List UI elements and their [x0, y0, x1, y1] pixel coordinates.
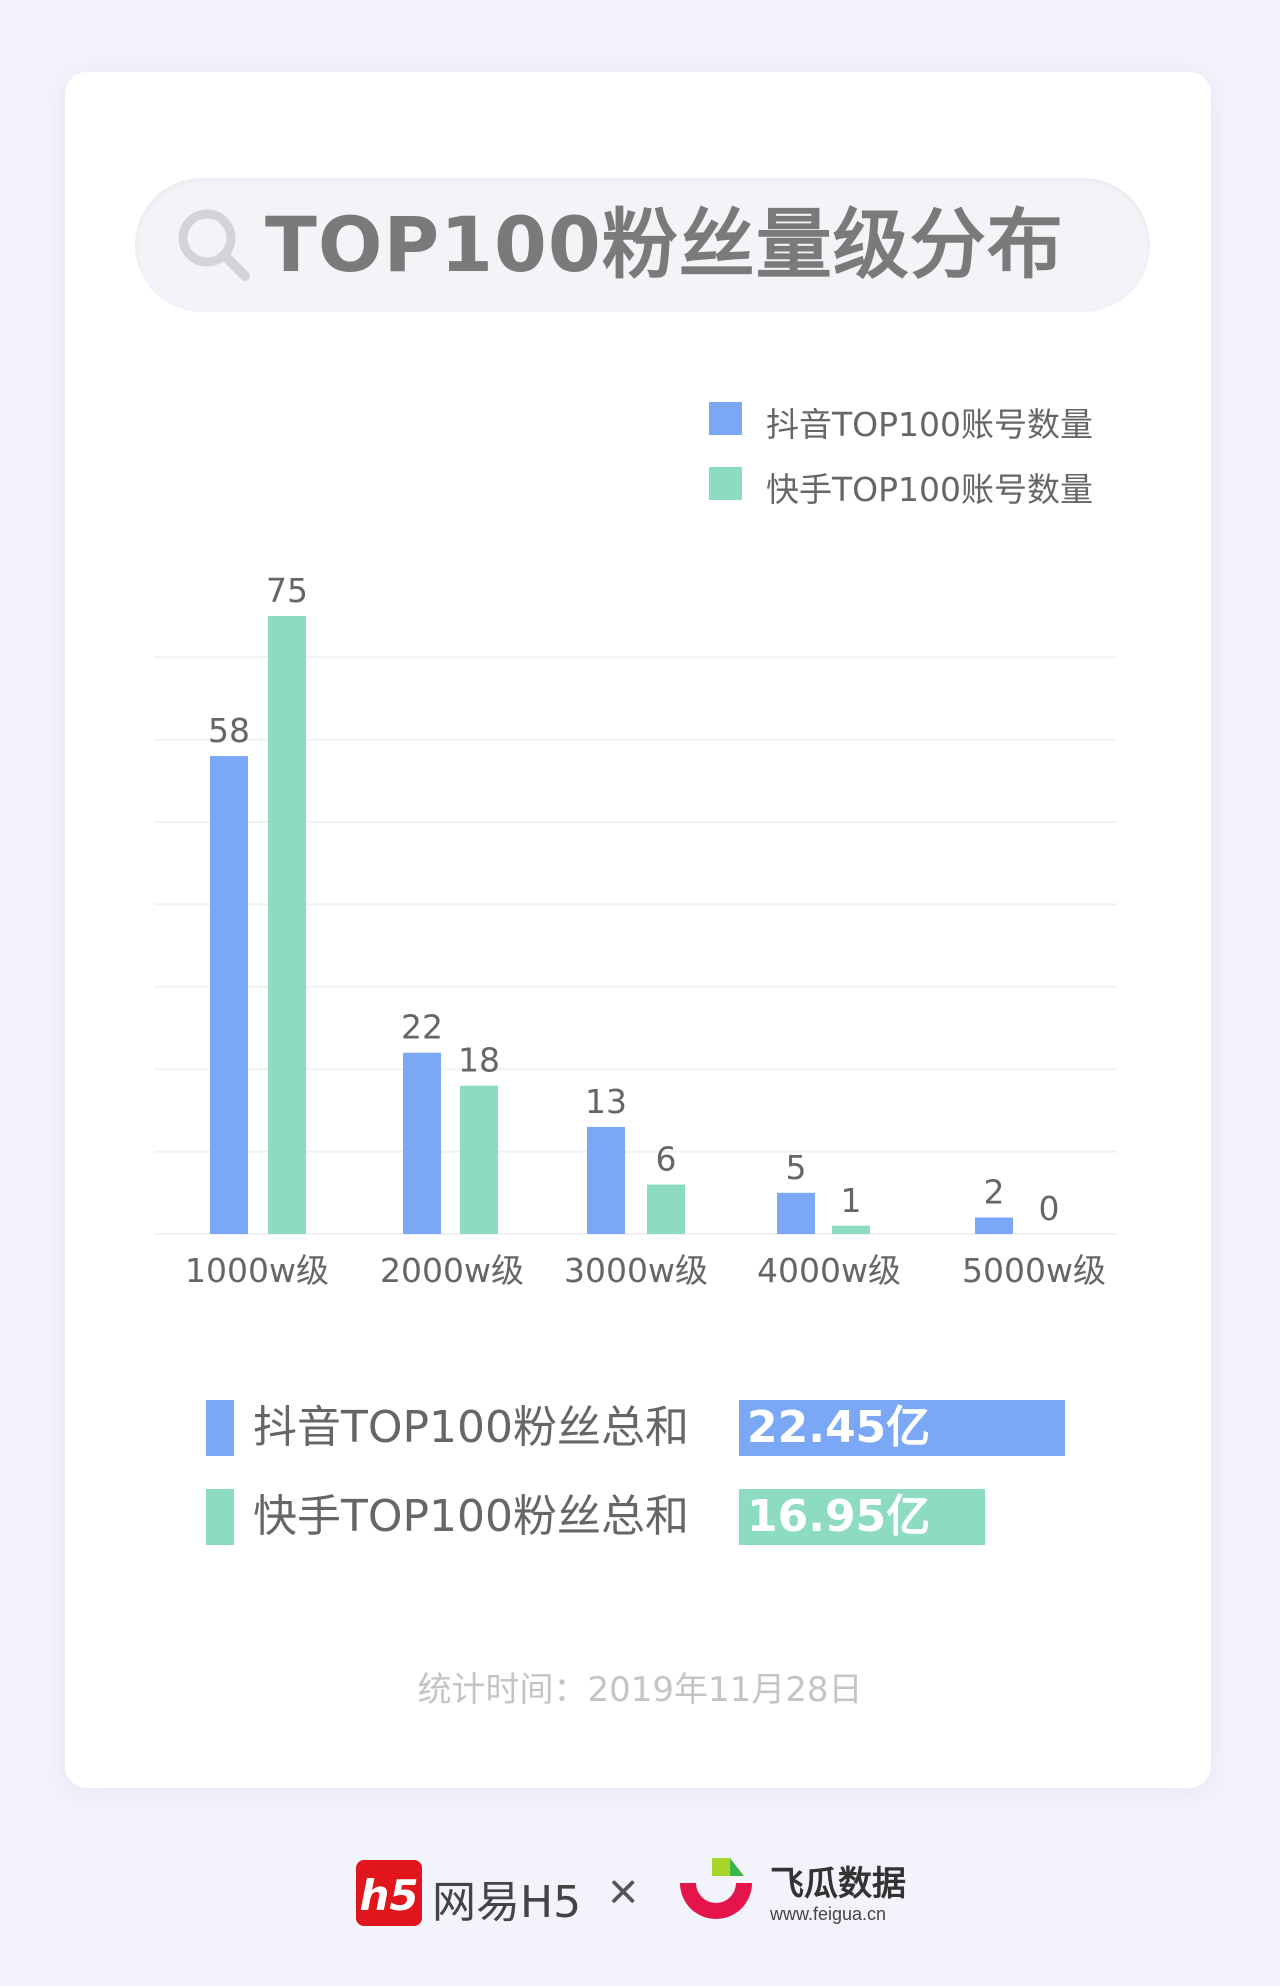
search-icon — [178, 209, 250, 281]
summary-label: 快手TOP100粉丝总和 — [253, 1491, 690, 1542]
brand1-name: 网易H5 — [432, 1877, 582, 1928]
brand2-name: 飞瓜数据 — [770, 1864, 906, 1904]
summary-bar — [739, 1400, 1065, 1456]
summary-bar — [739, 1489, 985, 1545]
page-title: TOP100粉丝量级分布 — [265, 200, 1064, 289]
title-bar: TOP100粉丝量级分布 — [135, 178, 1150, 312]
footnote: 统计时间：2019年11月28日 — [417, 1670, 863, 1710]
card — [65, 72, 1211, 1788]
separator: × — [608, 1863, 639, 1921]
svg-text:h5: h5 — [359, 1871, 418, 1920]
footer-logos: h5 网易H5 × 飞瓜数据 www.feigua.cn — [356, 1858, 916, 1928]
summary-marker — [206, 1489, 234, 1545]
netease-h5-logo: h5 — [356, 1860, 422, 1926]
legend-swatch — [709, 467, 742, 500]
legend-label: 快手TOP100账号数量 — [766, 470, 1094, 509]
legend-label: 抖音TOP100账号数量 — [766, 405, 1094, 444]
summary-value: 16.95亿 — [747, 1491, 931, 1542]
legend-swatch — [709, 402, 742, 435]
brand2-url: www.feigua.cn — [770, 1904, 887, 1924]
summary-marker — [206, 1400, 234, 1456]
summary-value: 22.45亿 — [747, 1402, 931, 1453]
feigua-logo — [680, 1858, 752, 1919]
summary-label: 抖音TOP100粉丝总和 — [253, 1402, 690, 1453]
